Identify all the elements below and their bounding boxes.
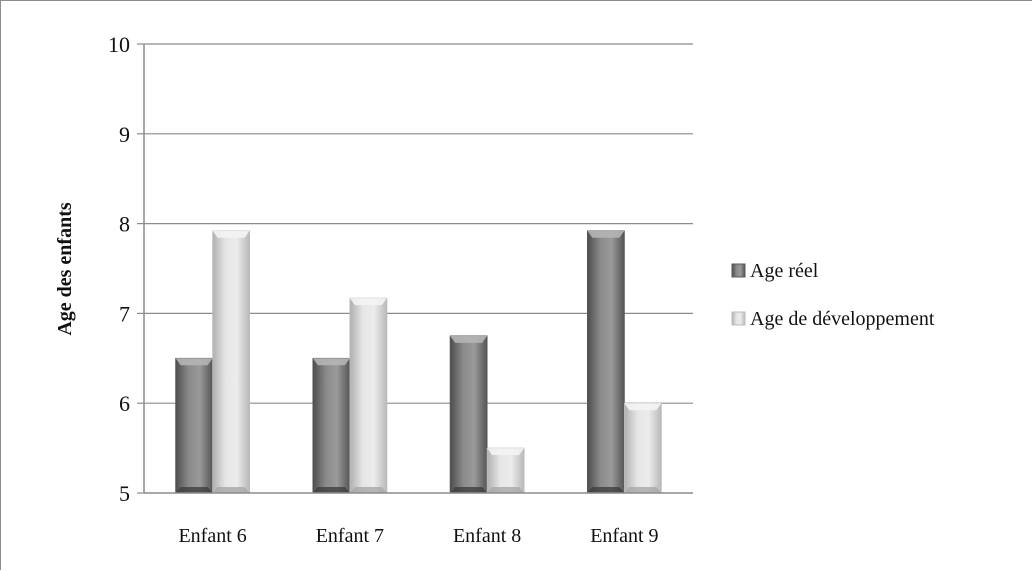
bar-enfant-7-age-developpement (349, 297, 388, 494)
bars (175, 230, 662, 494)
x-category-label: Enfant 6 (178, 525, 246, 547)
legend-label: Age réel (750, 260, 819, 282)
y-tick-label: 10 (108, 32, 130, 57)
legend-item-age-reel: Age réel (731, 260, 819, 282)
legend-item-age-developpement: Age de développement (731, 308, 935, 330)
y-tick-label: 6 (119, 391, 130, 416)
x-category-label: Enfant 7 (316, 525, 384, 547)
bar-enfant-8-age-reel (449, 335, 488, 494)
bar-enfant-7-age-reel (312, 357, 351, 494)
y-tick-label: 9 (119, 122, 130, 147)
y-tick-label: 7 (119, 301, 130, 326)
x-category-label: Enfant 8 (453, 525, 521, 547)
y-tick-label: 8 (119, 212, 130, 237)
legend-label: Age de développement (750, 308, 935, 330)
legend-swatch (731, 311, 746, 326)
x-axis-labels: Enfant 6 Enfant 7 Enfant 8 Enfant 9 (178, 525, 658, 547)
bar-enfant-6-age-developpement (212, 230, 251, 494)
legend-swatch (731, 263, 746, 278)
y-axis-ticks: 5 6 7 8 9 10 (108, 32, 144, 506)
bar-enfant-8-age-developpement (486, 447, 525, 494)
x-category-label: Enfant 9 (590, 525, 658, 547)
bar-enfant-9-age-reel (586, 230, 625, 494)
bar-enfant-9-age-developpement (623, 402, 662, 494)
y-axis-title: Age des enfants (54, 202, 76, 336)
legend: Age réel Age de développement (731, 260, 935, 330)
bar-enfant-6-age-reel (175, 357, 214, 494)
y-tick-label: 5 (119, 481, 130, 506)
